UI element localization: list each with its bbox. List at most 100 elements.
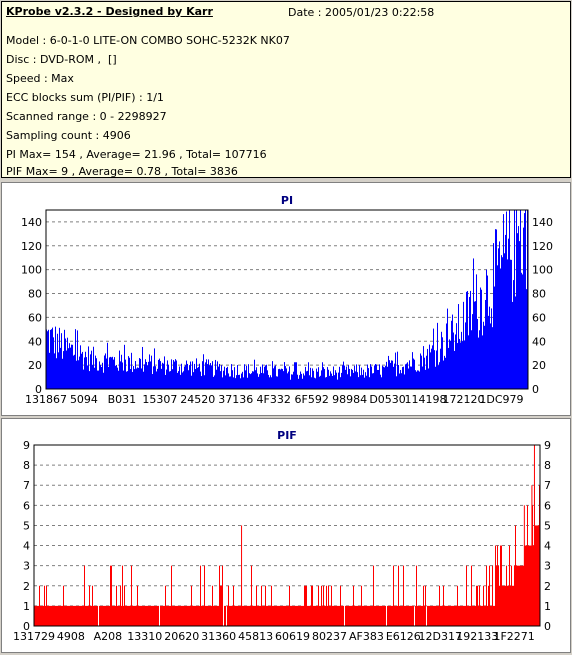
plot-area (34, 445, 540, 626)
bar (47, 605, 48, 626)
bar (116, 364, 117, 389)
bar (218, 366, 219, 389)
bar (228, 585, 229, 626)
bar (454, 605, 455, 626)
bar (170, 605, 171, 626)
bar (336, 605, 337, 626)
bar (411, 605, 412, 626)
bar (167, 360, 168, 389)
y-tick-label-left: 60 (28, 311, 42, 324)
bar (358, 377, 359, 389)
bar (526, 545, 527, 626)
bar (210, 363, 211, 389)
bar (154, 605, 155, 626)
info-pi-summary: PI Max= 154 , Average= 21.96 , Total= 10… (6, 148, 267, 161)
bar-spike (533, 445, 535, 626)
bar (355, 371, 356, 389)
bar (440, 348, 441, 389)
bar (242, 371, 243, 389)
bar (498, 248, 499, 389)
bar (171, 565, 172, 626)
bar (225, 605, 226, 626)
plot-frame (45, 209, 529, 390)
bar (166, 369, 167, 389)
bar (238, 605, 239, 626)
bar (412, 605, 413, 626)
bar (316, 368, 317, 389)
bar (173, 605, 174, 626)
bar (74, 354, 75, 389)
bar (374, 365, 375, 389)
bar (61, 333, 62, 389)
bar (36, 605, 37, 626)
bar (385, 365, 386, 389)
bar (297, 605, 298, 626)
bar (285, 366, 286, 389)
bar (507, 585, 508, 626)
bar (123, 370, 124, 389)
bar (143, 605, 144, 626)
bar (508, 585, 509, 626)
bar (294, 362, 295, 389)
bar (193, 605, 194, 626)
bar (504, 585, 505, 626)
bar (182, 605, 183, 626)
bar (151, 605, 152, 626)
bar (280, 369, 281, 389)
bar (405, 605, 406, 626)
bar (71, 344, 72, 389)
bar (334, 605, 335, 626)
bar (139, 358, 140, 389)
bar (159, 358, 160, 389)
bar (332, 375, 333, 389)
bar (502, 585, 503, 626)
bar (125, 605, 126, 626)
bar (219, 363, 220, 389)
y-tick-label-right: 0 (544, 620, 551, 633)
bar (456, 323, 457, 389)
bar (271, 585, 272, 626)
bar (83, 369, 84, 389)
bar (179, 605, 180, 626)
y-tick-label-left: 140 (21, 216, 42, 229)
bar (454, 350, 455, 389)
bar (453, 605, 454, 626)
bar (342, 365, 343, 389)
bar (455, 605, 456, 626)
bar (321, 370, 322, 389)
bar (345, 605, 346, 626)
bar (364, 605, 365, 626)
bar (499, 585, 500, 626)
bar (252, 605, 253, 626)
bar (256, 585, 257, 626)
bar (81, 353, 82, 389)
bar (487, 275, 488, 389)
bar (236, 375, 237, 389)
bar (217, 361, 218, 389)
bar (457, 585, 458, 626)
bar (368, 368, 369, 389)
bar (394, 605, 395, 626)
bar (449, 605, 450, 626)
bar (52, 605, 53, 626)
bar (176, 360, 177, 389)
bar (62, 358, 63, 389)
bar (196, 358, 197, 389)
bar (98, 370, 99, 389)
bar (283, 605, 284, 626)
bar (346, 366, 347, 389)
bar (271, 377, 272, 389)
bar (421, 355, 422, 389)
bar (55, 326, 56, 389)
bar (401, 605, 402, 626)
bar (298, 378, 299, 389)
bar (229, 376, 230, 389)
bar (101, 367, 102, 389)
bar (380, 605, 381, 626)
bar (340, 585, 341, 626)
bar (241, 373, 242, 389)
bar (160, 361, 161, 389)
bar (424, 605, 425, 626)
x-tick-label: 37136 (218, 393, 253, 406)
bar (60, 347, 61, 389)
